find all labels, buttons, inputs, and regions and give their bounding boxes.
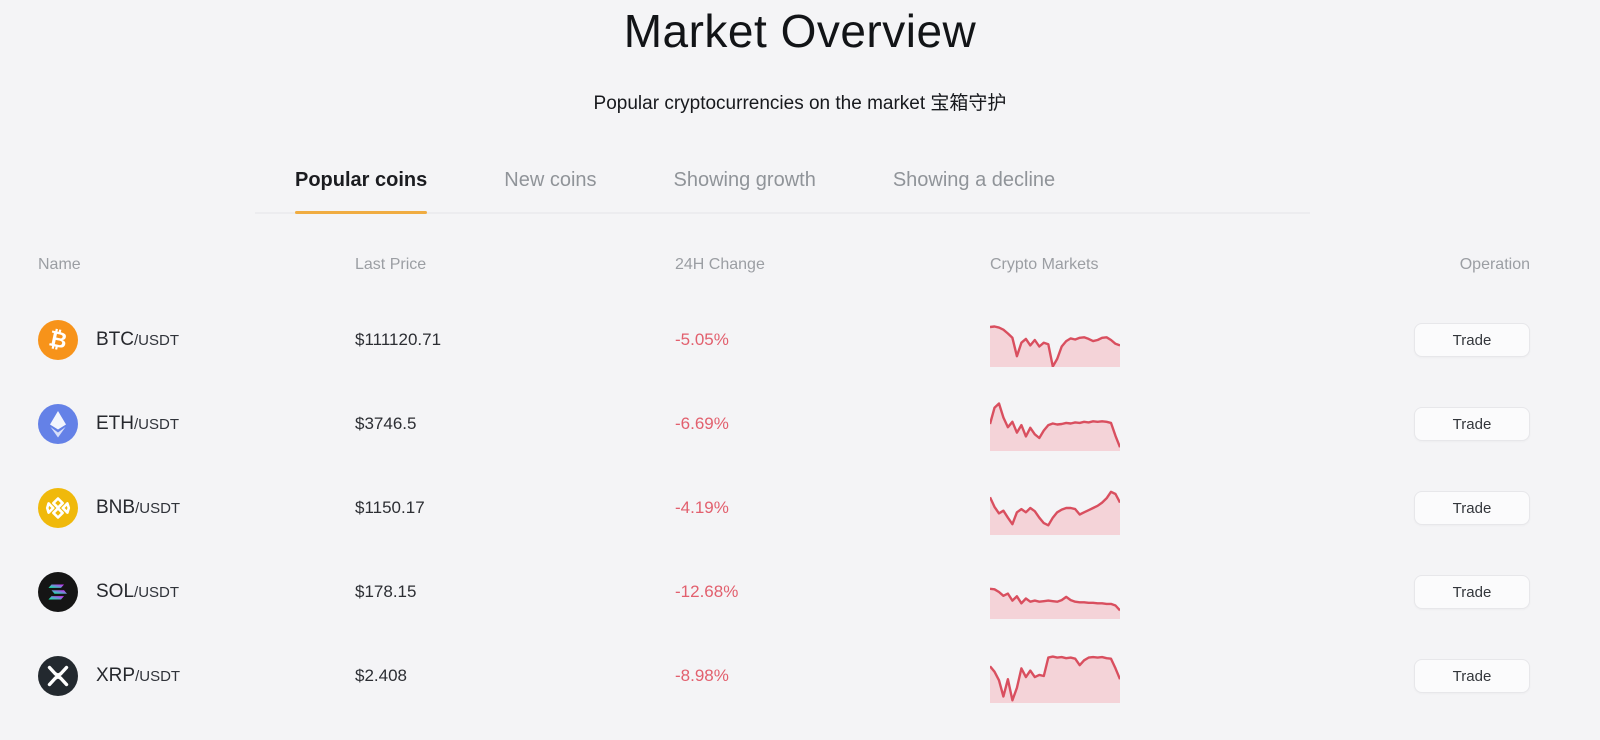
last-price: $178.15 [355,582,417,601]
change-24h: -4.19% [675,498,729,517]
last-price: $1150.17 [355,498,425,517]
change-24h: -6.69% [675,414,729,433]
table-row-eth: ETH/USDT $3746.5 -6.69% Trade [0,382,1600,466]
price-sparkline [990,587,1120,619]
trade-button[interactable]: Trade [1414,659,1530,693]
eth-icon [38,404,78,444]
tab-showing-a-decline[interactable]: Showing a decline [892,169,1056,191]
tabbar: Popular coins New coins Showing growth S… [255,169,1310,214]
coin-pair: BNB/USDT [96,497,180,519]
price-sparkline [990,325,1120,367]
price-sparkline [990,402,1120,451]
table-row-btc: ₿ BTC/USDT $111120.71 -5.05% Trade [0,298,1600,382]
coin-symbol: XRP [96,665,136,686]
coin-quote: /USDT [134,332,179,349]
change-24h: -12.68% [675,582,739,601]
last-price: $2.408 [355,666,407,685]
trade-button[interactable]: Trade [1414,323,1530,357]
btc-icon: ₿ [38,320,78,360]
coin-quote: /USDT [135,668,181,685]
price-sparkline [990,490,1120,535]
coin-symbol: ETH [96,413,134,434]
last-price: $111120.71 [355,330,442,349]
tab-new-coins[interactable]: New coins [504,169,597,191]
column-header-name: Name [38,256,81,273]
tab-popular-coins[interactable]: Popular coins [295,169,428,214]
coin-symbol: SOL [96,581,135,602]
tab-showing-growth[interactable]: Showing growth [673,169,816,191]
coin-symbol: BTC [96,329,134,350]
column-header-crypto-markets: Crypto Markets [990,256,1099,273]
table-header: Name Last Price 24H Change Crypto Market… [0,256,1600,274]
price-sparkline [990,655,1120,703]
trade-button[interactable]: Trade [1414,575,1530,609]
coin-pair: BTC/USDT [96,329,179,351]
table-row-bnb: BNB/USDT $1150.17 -4.19% Trade [0,466,1600,550]
coin-symbol: BNB [96,497,136,518]
column-header-operation: Operation [1459,256,1530,273]
table-row-sol: SOL/USDT $178.15 -12.68% Trade [0,550,1600,634]
column-header-last-price: Last Price [355,256,427,273]
page-subtitle: Popular cryptocurrencies on the market 宝… [593,93,1007,114]
coin-pair: ETH/USDT [96,413,179,435]
coin-quote: /USDT [134,584,180,601]
trade-button[interactable]: Trade [1414,407,1530,441]
trade-button[interactable]: Trade [1414,491,1530,525]
coin-pair: XRP/USDT [96,665,180,687]
coin-pair: SOL/USDT [96,581,179,603]
bnb-icon [38,488,78,528]
page-title: Market Overview [623,5,977,57]
sol-icon [38,572,78,612]
table-row-xrp: XRP/USDT $2.408 -8.98% Trade [0,634,1600,718]
column-header-24h-change: 24H Change [675,256,765,273]
coin-table: ₿ BTC/USDT $111120.71 -5.05% Trade ETH/U… [0,298,1600,718]
coin-quote: /USDT [134,416,179,433]
coin-quote: /USDT [135,500,181,517]
change-24h: -5.05% [675,330,729,349]
svg-text:₿: ₿ [47,326,70,354]
change-24h: -8.98% [675,666,729,685]
last-price: $3746.5 [355,414,417,433]
xrp-icon [38,656,78,696]
